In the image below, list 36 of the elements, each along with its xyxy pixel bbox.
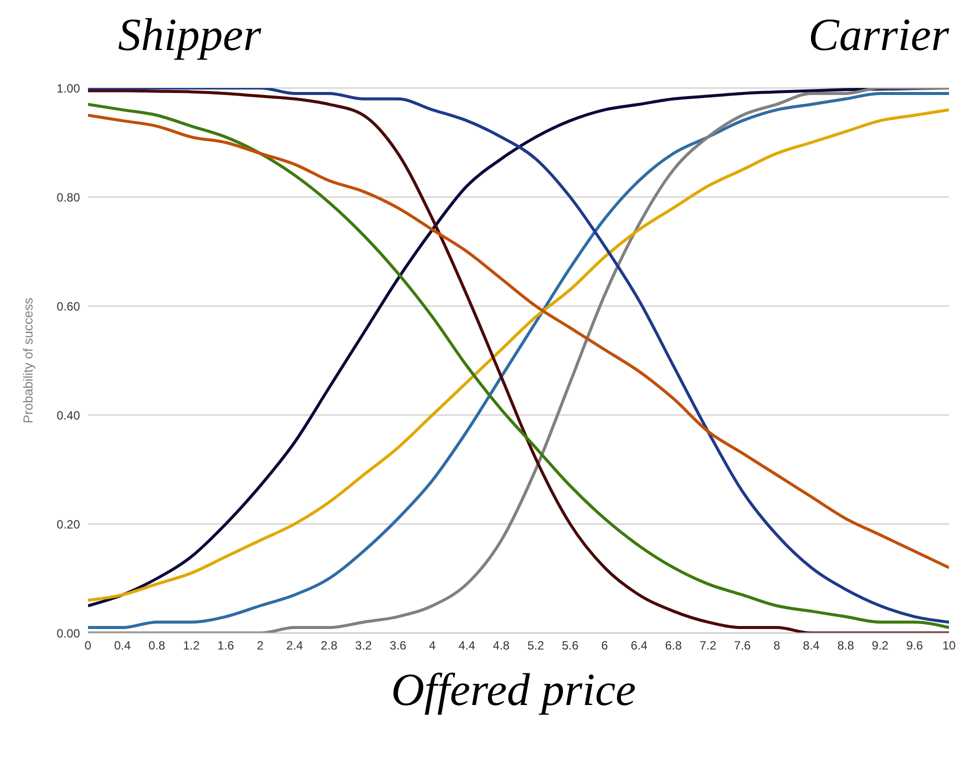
x-tick-label: 9.2 xyxy=(872,638,889,653)
x-tick-label: 6.4 xyxy=(630,638,648,653)
x-tick-label: 2.8 xyxy=(320,638,338,653)
x-tick-label: 6 xyxy=(601,638,608,653)
x-tick-label: 8.4 xyxy=(802,638,820,653)
x-tick-label: 10 xyxy=(942,638,956,653)
x-tick-label: 0 xyxy=(84,638,92,653)
x-tick-label: 6.8 xyxy=(665,638,682,653)
x-tick-label: 4.8 xyxy=(492,638,510,653)
x-axis-title: Offered price xyxy=(390,663,637,716)
x-tick-label: 7.2 xyxy=(700,638,717,653)
y-tick-label: 1.00 xyxy=(56,81,80,96)
x-tick-label: 5.6 xyxy=(562,638,579,653)
x-tick-label: 2.4 xyxy=(286,638,304,653)
text: Shipper xyxy=(118,8,262,60)
x-tick-label: 8 xyxy=(773,638,780,653)
y-tick-label: 0.80 xyxy=(56,190,80,204)
x-tick-label: 2 xyxy=(256,638,264,653)
y-axis-title: Probability of success xyxy=(20,297,36,424)
x-tick-label: 5.2 xyxy=(527,638,544,653)
x-tick-label: 0.8 xyxy=(148,638,166,653)
y-tick-label: 0.60 xyxy=(56,299,80,314)
y-tick-label: 0.20 xyxy=(56,517,80,532)
x-tick-label: 8.8 xyxy=(837,638,854,653)
x-tick-label: 3.6 xyxy=(390,638,407,653)
x-tick-label: 0.4 xyxy=(114,638,132,653)
x-tick-label: 1.6 xyxy=(217,638,234,653)
x-tick-label: 1.2 xyxy=(182,638,200,653)
x-tick-label: 3.2 xyxy=(355,638,372,653)
y-tick-label: 0.40 xyxy=(56,408,80,422)
x-tick-label: 9.6 xyxy=(906,638,924,653)
x-tick-label: 4.4 xyxy=(458,638,476,653)
x-tick-label: 7.6 xyxy=(734,638,752,653)
text: Carrier xyxy=(808,8,949,60)
y-tick-label: 0.00 xyxy=(56,626,80,640)
x-tick-label: 4 xyxy=(429,638,436,653)
